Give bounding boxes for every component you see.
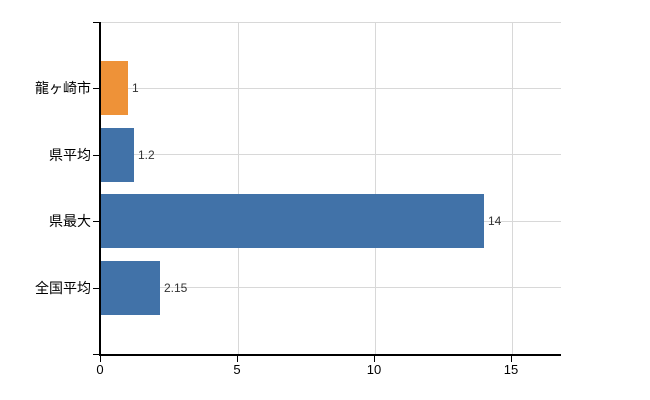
h-gridline [101, 22, 561, 23]
h-gridline [101, 154, 561, 155]
y-axis-tick [93, 221, 100, 222]
bar-value-label: 1.2 [138, 147, 155, 162]
category-label: 県平均 [49, 147, 91, 163]
y-axis-tick [93, 88, 100, 89]
y-axis-tick [93, 354, 100, 355]
v-gridline [512, 22, 513, 354]
bar-龍ヶ崎市 [101, 61, 128, 115]
x-tick-label: 10 [366, 362, 382, 377]
v-gridline [375, 22, 376, 354]
x-axis-tick [100, 356, 101, 362]
bar-全国平均 [101, 261, 160, 315]
y-axis-tick [93, 22, 100, 23]
category-label: 全国平均 [35, 280, 91, 296]
category-label: 龍ヶ崎市 [35, 80, 91, 96]
x-axis-tick [511, 356, 512, 362]
bar-value-label: 14 [488, 214, 502, 229]
h-gridline [101, 287, 561, 288]
bar-県平均 [101, 128, 134, 182]
plot-area: 1 1.2 14 2.15 [99, 22, 561, 356]
x-tick-label: 15 [503, 362, 519, 377]
category-label: 県最大 [49, 213, 91, 229]
x-axis-tick [237, 356, 238, 362]
x-axis-tick [374, 356, 375, 362]
y-axis-tick [93, 288, 100, 289]
bar-value-label: 1 [132, 81, 139, 96]
bar-県最大 [101, 194, 484, 248]
bar-value-label: 2.15 [164, 280, 188, 295]
v-gridline [238, 22, 239, 354]
x-tick-label: 5 [233, 362, 241, 377]
x-tick-label: 0 [96, 362, 104, 377]
y-axis-tick [93, 155, 100, 156]
h-gridline [101, 88, 561, 89]
